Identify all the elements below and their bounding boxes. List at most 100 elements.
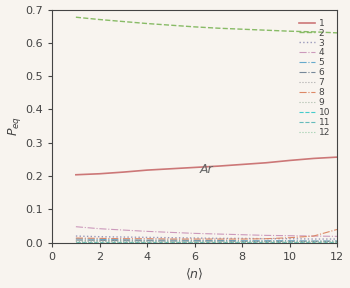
1 (98, 172, 102, 175)
8 (240, 237, 244, 241)
6 (98, 239, 102, 242)
3 (288, 237, 292, 240)
7 (121, 240, 126, 243)
9 (98, 239, 102, 243)
10 (335, 240, 340, 243)
5 (193, 239, 197, 242)
2 (335, 31, 340, 35)
10 (288, 240, 292, 243)
Legend: 1, 2, 3, 4, 5, 6, 7, 8, 9, 10, 11, 12: 1, 2, 3, 4, 5, 6, 7, 8, 9, 10, 11, 12 (299, 19, 330, 137)
2 (98, 18, 102, 21)
11 (312, 240, 316, 244)
11 (74, 240, 78, 244)
5 (145, 238, 149, 242)
11 (121, 240, 126, 244)
4 (169, 231, 173, 234)
5 (240, 239, 244, 242)
7 (74, 240, 78, 243)
12 (312, 241, 316, 244)
5 (121, 238, 126, 241)
9 (169, 240, 173, 243)
Line: 7: 7 (76, 241, 337, 242)
X-axis label: $\langle n \rangle$: $\langle n \rangle$ (186, 267, 204, 283)
4 (216, 232, 221, 236)
6 (193, 239, 197, 243)
2 (216, 26, 221, 30)
3 (312, 237, 316, 241)
Line: 1: 1 (76, 157, 337, 175)
6 (145, 239, 149, 242)
4 (312, 234, 316, 238)
7 (145, 240, 149, 243)
11 (145, 240, 149, 244)
9 (335, 240, 340, 243)
10 (74, 240, 78, 243)
7 (216, 240, 221, 243)
4 (335, 235, 340, 238)
6 (288, 240, 292, 243)
8 (169, 237, 173, 241)
2 (145, 22, 149, 25)
12 (240, 241, 244, 244)
2 (169, 24, 173, 27)
8 (288, 236, 292, 239)
10 (145, 240, 149, 243)
3 (121, 235, 126, 239)
2 (288, 29, 292, 33)
12 (121, 241, 126, 244)
Line: 2: 2 (76, 17, 337, 33)
Line: 3: 3 (76, 236, 337, 239)
10 (193, 240, 197, 243)
4 (121, 228, 126, 232)
11 (98, 240, 102, 244)
10 (312, 240, 316, 243)
3 (216, 237, 221, 240)
Line: 6: 6 (76, 240, 337, 241)
6 (335, 240, 340, 243)
11 (216, 240, 221, 244)
Text: Ar: Ar (199, 163, 213, 176)
12 (145, 241, 149, 244)
11 (169, 240, 173, 244)
4 (98, 227, 102, 230)
1 (193, 166, 197, 169)
10 (240, 240, 244, 243)
7 (264, 240, 268, 243)
9 (216, 240, 221, 243)
11 (193, 240, 197, 244)
12 (169, 241, 173, 244)
3 (169, 236, 173, 239)
6 (240, 240, 244, 243)
1 (216, 164, 221, 168)
8 (98, 237, 102, 240)
9 (312, 240, 316, 243)
8 (145, 237, 149, 240)
5 (288, 239, 292, 242)
8 (74, 236, 78, 240)
8 (312, 234, 316, 238)
10 (264, 240, 268, 243)
6 (74, 238, 78, 242)
9 (145, 240, 149, 243)
11 (335, 240, 340, 244)
10 (98, 240, 102, 243)
1 (312, 157, 316, 160)
9 (74, 239, 78, 242)
4 (193, 232, 197, 235)
Line: 4: 4 (76, 227, 337, 236)
7 (335, 240, 340, 243)
5 (74, 237, 78, 240)
8 (193, 237, 197, 241)
3 (145, 236, 149, 239)
12 (264, 241, 268, 244)
5 (312, 239, 316, 243)
8 (335, 228, 340, 231)
11 (240, 240, 244, 244)
5 (335, 239, 340, 243)
6 (121, 239, 126, 242)
2 (264, 29, 268, 32)
10 (121, 240, 126, 243)
1 (264, 161, 268, 164)
3 (335, 237, 340, 241)
1 (74, 173, 78, 177)
